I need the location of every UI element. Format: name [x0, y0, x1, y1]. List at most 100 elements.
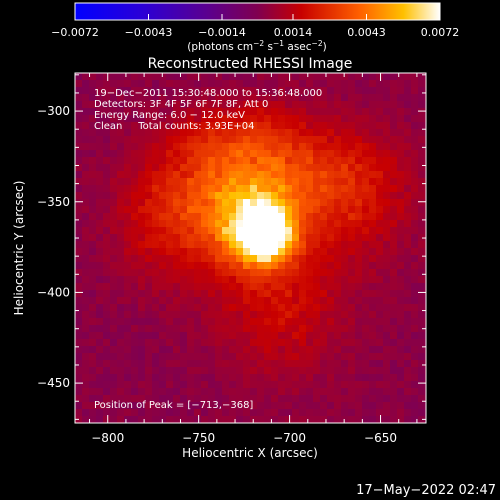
heatmap-cell — [138, 248, 146, 256]
heatmap-cell — [383, 101, 391, 109]
heatmap-cell — [285, 276, 293, 284]
heatmap-cell — [306, 150, 314, 158]
colorbar-tick-label: −0.0072 — [51, 26, 99, 39]
heatmap-cell — [376, 87, 384, 95]
heatmap-cell — [96, 150, 104, 158]
heatmap-cell — [404, 269, 412, 277]
heatmap-cell — [180, 388, 188, 396]
heatmap-cell — [131, 381, 139, 389]
heatmap-cell — [313, 339, 321, 347]
heatmap-cell — [306, 381, 314, 389]
heatmap-cell — [124, 241, 132, 249]
heatmap-cell — [131, 73, 139, 81]
heatmap-cell — [411, 325, 419, 333]
heatmap-cell — [341, 150, 349, 158]
heatmap-cell — [376, 73, 384, 81]
heatmap-cell — [166, 374, 174, 382]
heatmap-cell — [250, 73, 258, 81]
heatmap-cell — [152, 122, 160, 130]
heatmap-cell — [299, 129, 307, 137]
heatmap-cell — [180, 409, 188, 417]
heatmap-cell — [124, 409, 132, 417]
heatmap-cell — [187, 213, 195, 221]
heatmap-cell — [299, 122, 307, 130]
heatmap-cell — [390, 234, 398, 242]
heatmap-cell — [89, 129, 97, 137]
heatmap-cell — [243, 101, 251, 109]
heatmap-cell — [152, 115, 160, 123]
heatmap-cell — [159, 178, 167, 186]
heatmap-cell — [229, 234, 237, 242]
heatmap-cell — [369, 171, 377, 179]
heatmap-cell — [243, 73, 251, 81]
heatmap-cell — [369, 108, 377, 116]
heatmap-cell — [236, 381, 244, 389]
heatmap-cell — [397, 115, 405, 123]
heatmap-cell — [299, 157, 307, 165]
heatmap-cell — [411, 101, 419, 109]
heatmap-cell — [404, 381, 412, 389]
heatmap-cell — [152, 304, 160, 312]
heatmap-cell — [418, 234, 426, 242]
heatmap-cell — [292, 87, 300, 95]
heatmap-cell — [82, 269, 90, 277]
heatmap-cell — [180, 192, 188, 200]
heatmap-cell — [348, 136, 356, 144]
heatmap-cell — [243, 262, 251, 270]
heatmap-cell — [355, 388, 363, 396]
heatmap-cell — [75, 143, 83, 151]
heatmap-cell — [96, 290, 104, 298]
heatmap-cell — [369, 192, 377, 200]
heatmap-cell — [145, 269, 153, 277]
heatmap-cell — [404, 136, 412, 144]
heatmap-cell — [348, 227, 356, 235]
heatmap-cell — [229, 248, 237, 256]
heatmap-cell — [117, 332, 125, 340]
heatmap-cell — [334, 248, 342, 256]
heatmap-cell — [285, 157, 293, 165]
heatmap-cell — [89, 108, 97, 116]
heatmap-cell — [96, 311, 104, 319]
heatmap-cell — [187, 332, 195, 340]
heatmap-cell — [145, 73, 153, 81]
heatmap-cell — [355, 297, 363, 305]
heatmap-cell — [271, 241, 279, 249]
heatmap-cell — [208, 87, 216, 95]
heatmap-cell — [285, 360, 293, 368]
heatmap-cell — [236, 367, 244, 375]
heatmap-cell — [376, 220, 384, 228]
heatmap-cell — [278, 115, 286, 123]
heatmap-cell — [397, 346, 405, 354]
heatmap-cell — [404, 346, 412, 354]
heatmap-cell — [222, 381, 230, 389]
heatmap-cell — [131, 374, 139, 382]
heatmap-cell — [152, 367, 160, 375]
heatmap-cell — [264, 171, 272, 179]
heatmap-cell — [418, 164, 426, 172]
heatmap-cell — [166, 339, 174, 347]
heatmap-cell — [306, 416, 314, 424]
heatmap-cell — [166, 325, 174, 333]
heatmap-cell — [257, 262, 265, 270]
heatmap-cell — [348, 353, 356, 361]
heatmap-cell — [327, 255, 335, 263]
heatmap-cell — [362, 416, 370, 424]
heatmap-cell — [390, 157, 398, 165]
heatmap-cell — [397, 136, 405, 144]
heatmap-cell — [103, 73, 111, 81]
heatmap-cell — [187, 185, 195, 193]
heatmap-cell — [404, 318, 412, 326]
heatmap-cell — [229, 185, 237, 193]
heatmap-cell — [404, 164, 412, 172]
heatmap-cell — [180, 178, 188, 186]
heatmap-cell — [96, 234, 104, 242]
heatmap-cell — [292, 220, 300, 228]
heatmap-cell — [418, 192, 426, 200]
heatmap-cell — [257, 136, 265, 144]
heatmap-cell — [75, 171, 83, 179]
heatmap-cell — [292, 164, 300, 172]
heatmap-cell — [117, 339, 125, 347]
heatmap-cell — [418, 318, 426, 326]
heatmap-cell — [362, 367, 370, 375]
heatmap-cell — [299, 220, 307, 228]
